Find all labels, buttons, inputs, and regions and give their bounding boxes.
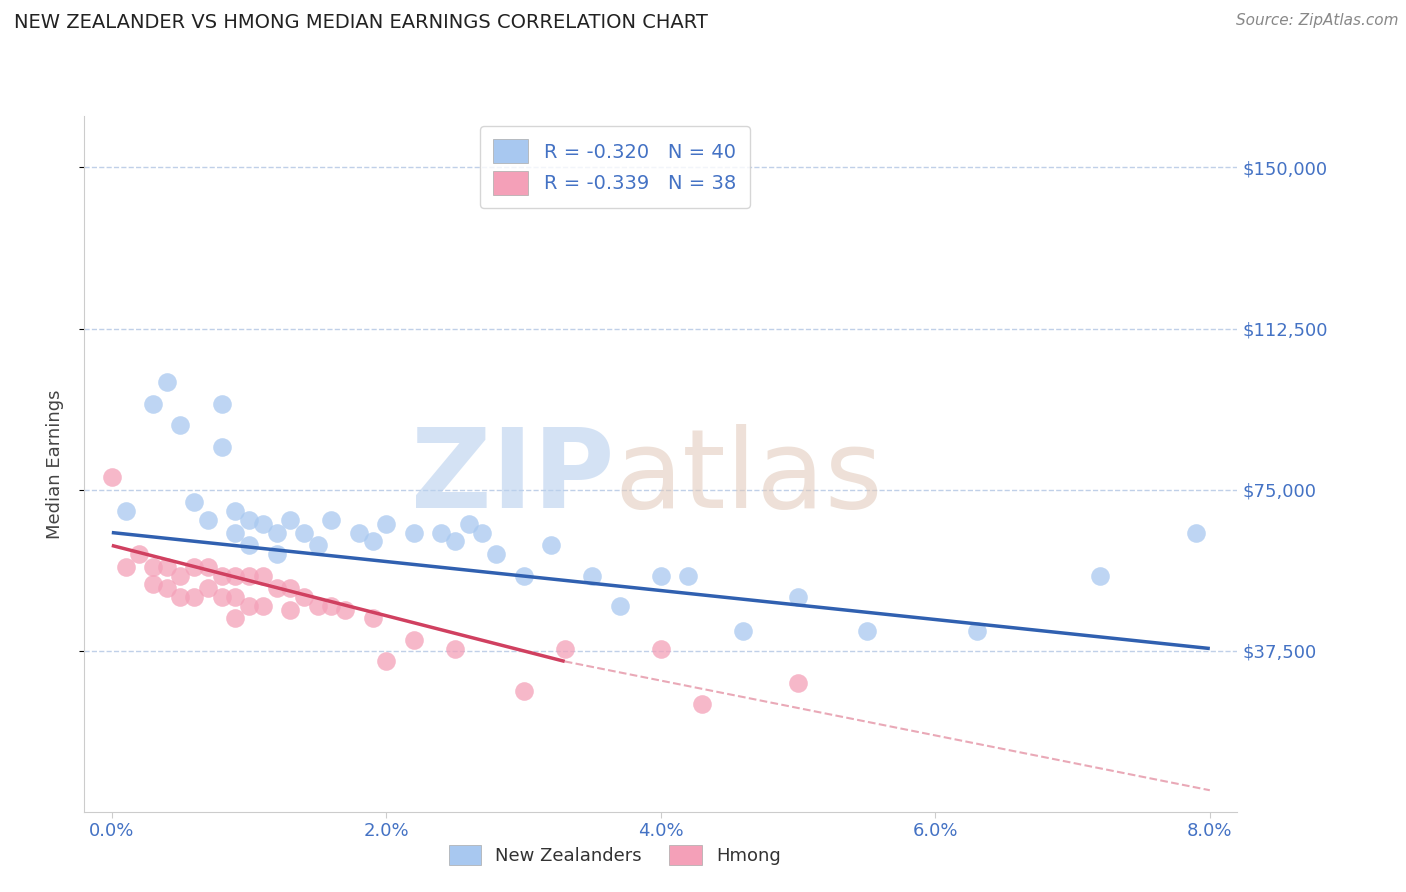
Point bbox=[333, 603, 356, 617]
Text: atlas: atlas bbox=[614, 425, 883, 532]
Point bbox=[266, 547, 288, 561]
Point bbox=[787, 590, 810, 604]
Point bbox=[444, 534, 467, 549]
Point bbox=[278, 603, 301, 617]
Point bbox=[457, 516, 479, 531]
Point bbox=[238, 599, 260, 613]
Point bbox=[238, 513, 260, 527]
Point bbox=[169, 418, 191, 433]
Point bbox=[307, 599, 329, 613]
Legend: New Zealanders, Hmong: New Zealanders, Hmong bbox=[441, 838, 789, 872]
Point bbox=[278, 582, 301, 596]
Point bbox=[142, 397, 165, 411]
Point bbox=[211, 568, 233, 582]
Point bbox=[114, 504, 136, 518]
Point bbox=[690, 698, 713, 712]
Point bbox=[238, 538, 260, 552]
Point bbox=[183, 590, 205, 604]
Point bbox=[650, 568, 672, 582]
Point bbox=[402, 525, 425, 540]
Point bbox=[609, 599, 631, 613]
Point bbox=[361, 534, 384, 549]
Point bbox=[252, 516, 274, 531]
Point bbox=[252, 599, 274, 613]
Point bbox=[375, 516, 398, 531]
Point bbox=[787, 676, 810, 690]
Point bbox=[321, 599, 343, 613]
Point bbox=[142, 560, 165, 574]
Point bbox=[238, 568, 260, 582]
Point bbox=[128, 547, 150, 561]
Point bbox=[211, 590, 233, 604]
Point bbox=[430, 525, 453, 540]
Point bbox=[966, 624, 988, 639]
Point bbox=[156, 376, 179, 390]
Point bbox=[114, 560, 136, 574]
Point bbox=[581, 568, 603, 582]
Point bbox=[101, 469, 124, 483]
Point bbox=[224, 568, 246, 582]
Point bbox=[142, 577, 165, 591]
Point bbox=[224, 590, 246, 604]
Point bbox=[540, 538, 562, 552]
Point bbox=[512, 684, 534, 698]
Point bbox=[485, 547, 508, 561]
Point bbox=[156, 582, 179, 596]
Point bbox=[733, 624, 755, 639]
Point bbox=[224, 611, 246, 625]
Point bbox=[307, 538, 329, 552]
Y-axis label: Median Earnings: Median Earnings bbox=[45, 389, 63, 539]
Point bbox=[278, 513, 301, 527]
Point bbox=[266, 582, 288, 596]
Point bbox=[512, 568, 534, 582]
Point bbox=[211, 397, 233, 411]
Point bbox=[169, 568, 191, 582]
Point bbox=[1185, 525, 1208, 540]
Text: Source: ZipAtlas.com: Source: ZipAtlas.com bbox=[1236, 13, 1399, 29]
Point bbox=[321, 513, 343, 527]
Point bbox=[197, 513, 219, 527]
Point bbox=[183, 495, 205, 509]
Point bbox=[471, 525, 494, 540]
Point bbox=[554, 641, 576, 656]
Point bbox=[224, 504, 246, 518]
Point bbox=[156, 560, 179, 574]
Point bbox=[292, 590, 315, 604]
Point bbox=[1088, 568, 1111, 582]
Point bbox=[855, 624, 877, 639]
Point bbox=[347, 525, 370, 540]
Point bbox=[678, 568, 700, 582]
Point bbox=[650, 641, 672, 656]
Text: ZIP: ZIP bbox=[412, 425, 614, 532]
Point bbox=[211, 440, 233, 454]
Point bbox=[224, 525, 246, 540]
Point bbox=[375, 654, 398, 668]
Point bbox=[197, 560, 219, 574]
Point bbox=[402, 632, 425, 647]
Point bbox=[361, 611, 384, 625]
Point bbox=[183, 560, 205, 574]
Point bbox=[169, 590, 191, 604]
Point bbox=[444, 641, 467, 656]
Point bbox=[266, 525, 288, 540]
Text: NEW ZEALANDER VS HMONG MEDIAN EARNINGS CORRELATION CHART: NEW ZEALANDER VS HMONG MEDIAN EARNINGS C… bbox=[14, 13, 709, 32]
Point bbox=[292, 525, 315, 540]
Point bbox=[197, 582, 219, 596]
Point bbox=[252, 568, 274, 582]
